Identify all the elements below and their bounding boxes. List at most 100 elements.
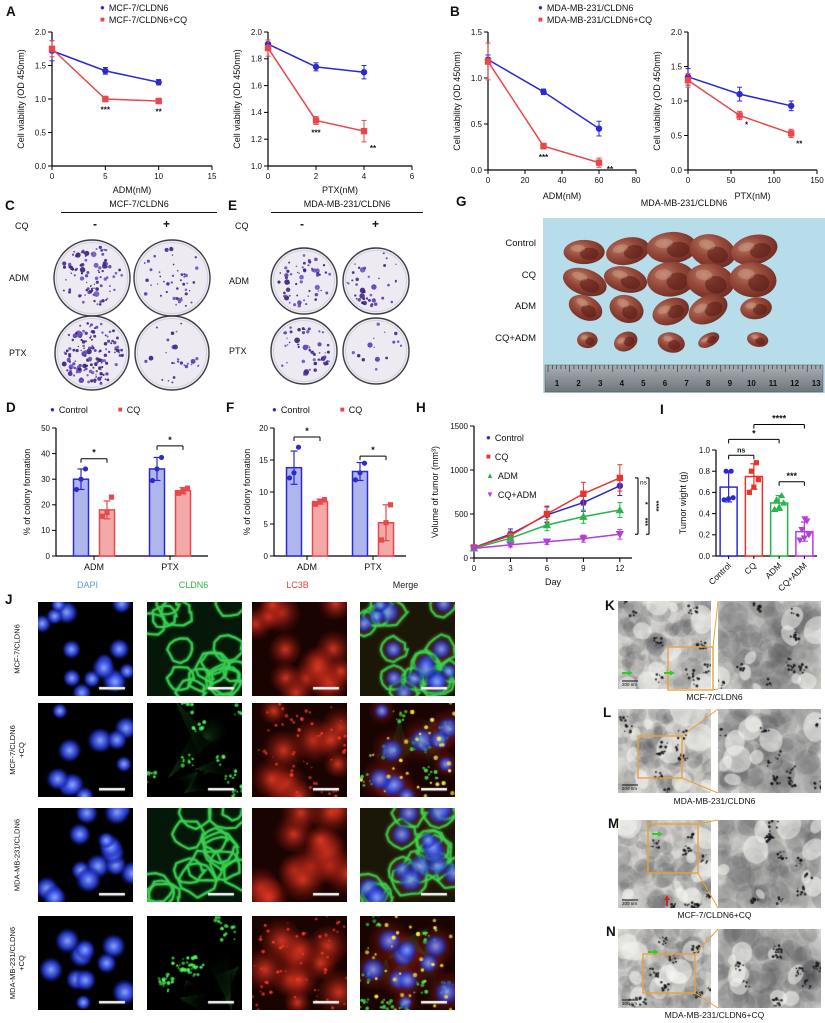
tumor <box>577 331 598 349</box>
svg-text:1.6: 1.6 <box>251 81 263 90</box>
adm-row-label: ADM <box>229 276 249 286</box>
svg-text:1.0: 1.0 <box>471 74 483 83</box>
tumor-row-label-cq: CQ <box>521 270 536 281</box>
if-image-lc3b <box>252 602 347 696</box>
panel-label-l: L <box>603 705 612 720</box>
legend-label: ADM <box>497 470 518 481</box>
svg-text:0.0: 0.0 <box>699 552 711 561</box>
panel-label-g: G <box>456 194 467 209</box>
svg-text:Cell viability (OD 450nm): Cell viability (OD 450nm) <box>652 51 662 151</box>
svg-text:11: 11 <box>769 379 778 388</box>
chart-i-tumor-weight: 0.0 0.2 0.4 0.6 0.8 1.0 Tumor wight (g) Control… <box>678 414 817 593</box>
colony-e-title: MDA-MB-231/CLDN6 <box>271 199 423 213</box>
svg-text:1500: 1500 <box>450 422 468 431</box>
em-image-zoom <box>718 820 821 908</box>
svg-text:1.5: 1.5 <box>671 62 683 71</box>
panel-label-c: C <box>5 198 15 213</box>
svg-text:Day: Day <box>545 577 562 587</box>
svg-text:40: 40 <box>558 176 567 185</box>
legend-item: ▼ CQ+ADM <box>486 485 537 504</box>
chart-a-adm: 0.0 0.5 1.0 1.5 2.0 Cell viability (OD 450nm)… <box>16 28 217 195</box>
panel-g-tumors: MDA-MB-231/CLDN6 Control CQ ADM CQ+ADM 1… <box>478 195 825 395</box>
if-image-lc3b <box>252 916 347 1010</box>
chart-b-adm: 0.0 0.5 1.0 1.5 Cell viability (OD 450nm) 0 20… <box>452 28 641 201</box>
svg-text:*: * <box>641 502 648 505</box>
if-image-merge <box>360 602 455 696</box>
svg-text:*: * <box>752 428 756 438</box>
svg-text:0.0: 0.0 <box>471 166 483 175</box>
svg-text:6: 6 <box>663 379 668 388</box>
svg-text:0.5: 0.5 <box>35 128 47 137</box>
em-images-k: 200 nm <box>618 600 821 691</box>
if-header-cldn6: CLDN6 <box>178 580 209 590</box>
legend-b: ● MDA-MB-231/CLDN6 ■ MDA-MB-231/CLDN6+CQ <box>538 2 652 26</box>
if-image-merge <box>360 808 455 902</box>
circle-marker-icon: ● <box>50 405 55 414</box>
svg-text:0.0: 0.0 <box>671 166 683 175</box>
svg-text:1.0: 1.0 <box>699 446 711 455</box>
svg-text:1.5: 1.5 <box>35 61 47 70</box>
svg-text:5: 5 <box>264 520 269 529</box>
cq-plus-sign: + <box>372 217 380 231</box>
tumor <box>652 297 690 326</box>
svg-text:0.4: 0.4 <box>699 509 711 518</box>
em-image-zoom <box>718 929 821 1008</box>
colony-dish <box>342 247 410 315</box>
svg-text:ADM: ADM <box>84 562 104 572</box>
svg-text:150: 150 <box>810 176 824 185</box>
legend-item: ■ MDA-MB-231/CLDN6+CQ <box>538 14 652 26</box>
svg-text:1: 1 <box>555 379 560 388</box>
tumor <box>731 234 778 266</box>
svg-text:20: 20 <box>521 176 530 185</box>
colony-dishes-c <box>53 239 211 391</box>
svg-text:****: **** <box>652 501 659 512</box>
panel-e-colony: E MDA-MB-231/CLDN6 CQ - + ADM PTX <box>225 197 440 400</box>
svg-text:0.2: 0.2 <box>699 531 711 540</box>
em-annotations: 200 nm <box>622 600 719 691</box>
svg-text:2: 2 <box>314 172 319 181</box>
svg-text:***: *** <box>641 518 648 526</box>
tumor <box>698 332 720 348</box>
tumor <box>688 294 728 325</box>
colony-dish <box>134 315 210 391</box>
legend-label: MDA-MB-231/CLDN6 <box>546 3 634 13</box>
ptx-row-label: PTX <box>9 348 27 358</box>
svg-text:13: 13 <box>812 379 821 388</box>
colony-c-title: MCF-7/CLDN6 <box>61 199 217 213</box>
svg-text:8: 8 <box>706 379 711 388</box>
svg-text:3: 3 <box>598 379 603 388</box>
svg-text:PTX: PTX <box>364 562 382 572</box>
svg-text:60: 60 <box>595 176 604 185</box>
svg-text:*: * <box>305 426 309 436</box>
em-image-zoom <box>718 601 821 689</box>
svg-text:Volume of tumor (mm³): Volume of tumor (mm³) <box>430 446 440 538</box>
legend-item: ▲ ADM <box>486 466 537 485</box>
svg-text:****: **** <box>772 414 787 424</box>
square-marker-icon: ■ <box>339 405 345 414</box>
if-image-cldn6 <box>147 808 242 902</box>
panel-label-n: N <box>606 924 616 939</box>
legend-label: CQ <box>126 405 141 415</box>
square-marker-icon: ■ <box>100 15 105 24</box>
svg-text:7: 7 <box>684 379 689 388</box>
panel-label-j: J <box>5 592 13 607</box>
svg-text:1000: 1000 <box>450 466 468 475</box>
em-annotations: 200 nm <box>622 928 719 1009</box>
cq-plus-sign: + <box>163 217 171 231</box>
tumor <box>563 267 607 297</box>
em-caption-k: MCF-7/CLDN6 <box>686 692 743 702</box>
svg-text:0: 0 <box>50 172 55 181</box>
em-caption-m: MCF-7/CLDN6+CQ <box>677 910 752 920</box>
svg-text:ns: ns <box>640 479 648 486</box>
svg-text:0: 0 <box>686 176 691 185</box>
chart-b-ptx: 0.0 0.5 1.0 1.5 2.0 Cell viability (OD 450nm)… <box>652 28 824 201</box>
svg-text:1.8: 1.8 <box>251 55 263 64</box>
svg-text:ADM: ADM <box>763 560 783 580</box>
svg-text:1.0: 1.0 <box>251 162 263 171</box>
colony-dish <box>133 239 211 317</box>
svg-text:10: 10 <box>259 488 268 497</box>
tumor-row-label-cq-adm: CQ+ADM <box>495 333 536 344</box>
legend-label: Control <box>494 432 524 443</box>
panel-label-d: D <box>6 400 16 415</box>
